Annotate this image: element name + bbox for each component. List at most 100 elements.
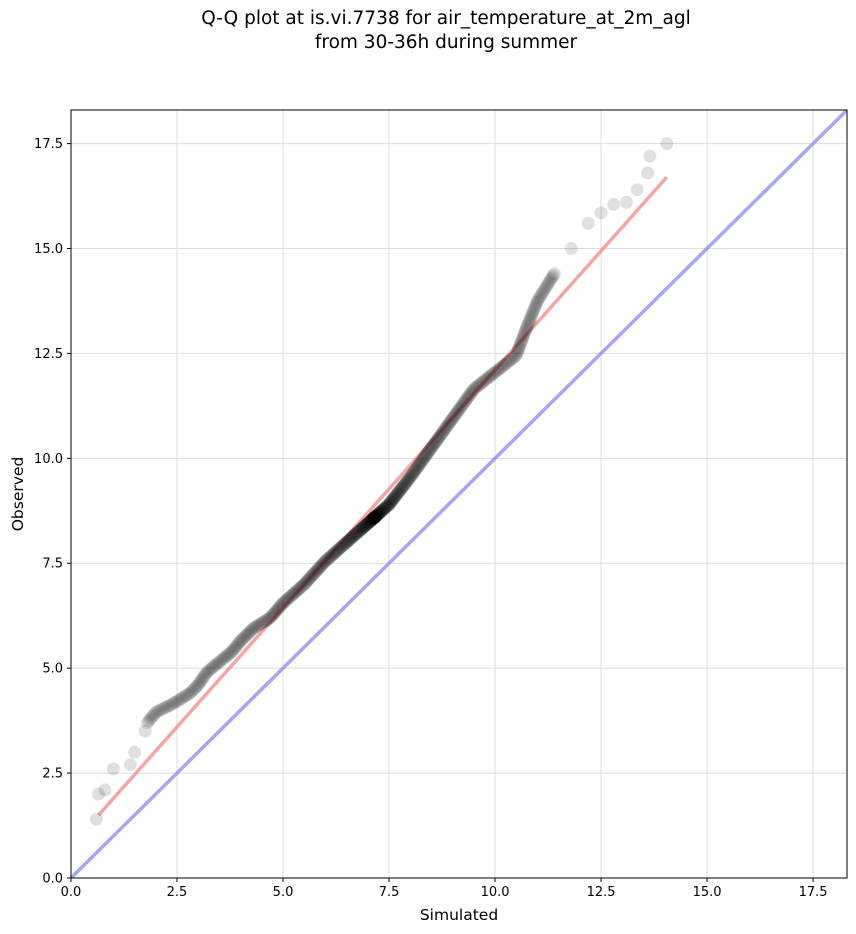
- data-point: [330, 544, 344, 558]
- data-point: [368, 510, 382, 524]
- data-points: [89, 137, 674, 826]
- data-point: [344, 532, 358, 546]
- data-point: [366, 512, 380, 526]
- data-point: [208, 658, 222, 672]
- data-point: [306, 568, 320, 582]
- data-point: [140, 716, 154, 730]
- data-point: [525, 306, 539, 320]
- data-point: [367, 511, 381, 525]
- data-point: [519, 321, 533, 335]
- data-point: [142, 714, 156, 728]
- data-point: [348, 528, 362, 542]
- data-point: [455, 398, 469, 412]
- data-point: [286, 587, 300, 601]
- x-tick-label: 5.0: [273, 885, 294, 900]
- data-point: [463, 387, 477, 401]
- data-point: [179, 689, 193, 703]
- data-point: [519, 323, 533, 337]
- data-point: [250, 619, 264, 633]
- data-point: [350, 526, 364, 540]
- data-point: [402, 472, 416, 486]
- data-point: [368, 510, 382, 524]
- data-point: [205, 661, 219, 675]
- data-point: [334, 541, 348, 555]
- data-point: [422, 445, 436, 459]
- data-point: [405, 468, 419, 482]
- data-point: [234, 634, 248, 648]
- data-point: [366, 512, 380, 526]
- data-point: [377, 502, 391, 516]
- data-point: [365, 513, 379, 527]
- data-point: [370, 508, 384, 522]
- data-point: [416, 452, 430, 466]
- data-point: [523, 313, 537, 327]
- data-point: [451, 404, 465, 418]
- data-point: [424, 441, 438, 455]
- data-point: [515, 332, 529, 346]
- data-point: [364, 513, 378, 527]
- data-point: [355, 522, 369, 536]
- data-point: [297, 577, 311, 591]
- data-point: [370, 508, 384, 522]
- data-point: [169, 695, 183, 709]
- data-point: [532, 291, 546, 305]
- data-point: [333, 541, 347, 555]
- data-point: [474, 377, 488, 391]
- data-point: [285, 588, 299, 602]
- data-point: [406, 467, 420, 481]
- data-point: [512, 340, 526, 354]
- data-point: [581, 216, 595, 230]
- data-point: [376, 503, 390, 517]
- data-point: [221, 648, 235, 662]
- data-point: [352, 524, 366, 538]
- data-point: [239, 628, 253, 642]
- data-point: [348, 528, 362, 542]
- data-point: [201, 664, 215, 678]
- data-point: [363, 515, 377, 529]
- data-point: [392, 484, 406, 498]
- x-tick-label: 12.5: [587, 885, 616, 900]
- data-point: [367, 511, 381, 525]
- data-point: [383, 497, 397, 511]
- data-point: [332, 542, 346, 556]
- data-point: [372, 507, 386, 521]
- data-point: [530, 295, 544, 309]
- data-point: [520, 319, 534, 333]
- data-point: [462, 389, 476, 403]
- data-point: [483, 369, 497, 383]
- data-point: [354, 522, 368, 536]
- data-point: [305, 569, 319, 583]
- data-point: [308, 566, 322, 580]
- data-point: [404, 469, 418, 483]
- data-point: [362, 515, 376, 529]
- data-point: [620, 195, 633, 209]
- data-point: [331, 543, 345, 557]
- data-point: [421, 446, 435, 460]
- data-point: [337, 537, 351, 551]
- x-tick-label: 0.0: [61, 885, 82, 900]
- data-point: [488, 365, 502, 379]
- data-point: [416, 453, 430, 467]
- data-point: [365, 513, 379, 527]
- data-point: [444, 414, 458, 428]
- data-point: [382, 497, 396, 511]
- data-point: [491, 363, 505, 377]
- data-point: [468, 381, 482, 395]
- data-point: [398, 477, 412, 491]
- data-point: [361, 517, 375, 531]
- data-point: [255, 616, 269, 630]
- data-point: [150, 705, 164, 719]
- data-point: [313, 561, 327, 575]
- data-point: [545, 271, 559, 285]
- data-point: [594, 206, 608, 220]
- data-point: [349, 527, 363, 541]
- data-point: [469, 380, 483, 394]
- data-point: [389, 488, 403, 502]
- data-point: [284, 589, 298, 603]
- data-point: [537, 283, 551, 297]
- data-point: [341, 534, 355, 548]
- data-point: [428, 436, 442, 450]
- data-point: [490, 364, 504, 378]
- data-point: [436, 425, 450, 439]
- data-point: [510, 346, 524, 360]
